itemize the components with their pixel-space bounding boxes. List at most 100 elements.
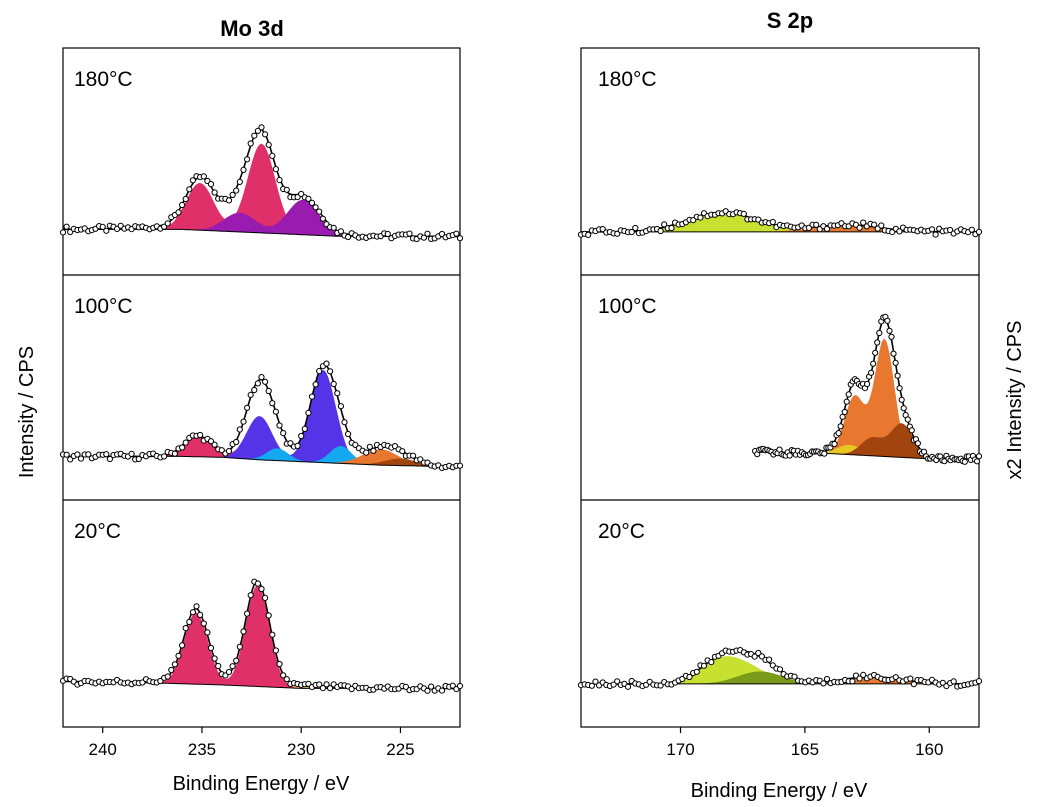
s2p-data-point bbox=[697, 214, 704, 221]
s2p-data-point bbox=[975, 453, 983, 460]
mo3d-data-point bbox=[262, 131, 269, 138]
mo3d-data-point bbox=[316, 681, 323, 688]
mo3d-data-point bbox=[265, 612, 272, 619]
mo3d-data-point bbox=[456, 462, 464, 469]
mo3d-data-point bbox=[424, 687, 431, 694]
mo3d-data-point bbox=[135, 455, 142, 463]
mo3d-data-point bbox=[312, 381, 319, 388]
s2p-panel-label: 180°C bbox=[598, 68, 657, 91]
mo3d-data-point bbox=[193, 603, 200, 610]
s2p-data-point bbox=[632, 224, 639, 232]
mo3d-x-tick-label: 225 bbox=[386, 740, 414, 759]
mo3d-data-point bbox=[240, 166, 247, 173]
s2p-data-point bbox=[973, 458, 981, 465]
s2p-component-2 bbox=[755, 423, 979, 459]
s2p-data-point bbox=[961, 458, 968, 465]
s2p-data-point bbox=[624, 683, 632, 690]
mo3d-data-point bbox=[370, 447, 377, 454]
mo3d-data-point bbox=[276, 422, 283, 429]
s2p-data-point bbox=[896, 228, 903, 235]
mo3d-data-point bbox=[254, 380, 261, 387]
mo3d-data-point bbox=[103, 451, 110, 458]
mo3d-data-point bbox=[247, 140, 254, 147]
mo3d-title: Mo 3d bbox=[220, 16, 284, 41]
s2p-data-point bbox=[776, 666, 784, 673]
mo3d-data-point bbox=[204, 629, 211, 636]
s2p-y-axis-label: x2 Intensity / CPS bbox=[1004, 321, 1026, 480]
s2p-data-point bbox=[841, 408, 848, 416]
mo3d-data-point bbox=[269, 152, 276, 159]
mo3d-data-point bbox=[175, 209, 182, 216]
s2p-data-point bbox=[876, 329, 883, 337]
s2p-data-point bbox=[758, 653, 766, 660]
mo3d-data-point bbox=[305, 409, 312, 416]
mo3d-data-point bbox=[161, 453, 168, 460]
s2p-data-point bbox=[849, 678, 856, 685]
mo3d-panel-2: 20°C bbox=[59, 520, 464, 694]
mo3d-data-point bbox=[283, 186, 290, 193]
mo3d-data-point bbox=[207, 438, 215, 445]
mo3d-data-point bbox=[103, 227, 110, 234]
mo3d-data-point bbox=[59, 229, 67, 236]
mo3d-data-point bbox=[424, 230, 431, 237]
s2p-x-axis-label: Binding Energy / eV bbox=[691, 780, 868, 802]
s2p-data-point bbox=[910, 681, 918, 688]
mo3d-data-point bbox=[254, 580, 261, 587]
mo3d-data-point bbox=[319, 685, 326, 692]
mo3d-data-point bbox=[384, 230, 391, 238]
mo3d-data-point bbox=[77, 455, 85, 462]
mo3d-data-point bbox=[276, 660, 283, 668]
s2p-data-point bbox=[693, 668, 700, 675]
s2p-data-point bbox=[813, 221, 820, 228]
mo3d-data-point bbox=[280, 430, 287, 437]
s2p-component-1 bbox=[581, 671, 979, 684]
s2p-data-point bbox=[791, 673, 798, 680]
mo3d-data-point bbox=[330, 224, 337, 231]
mo3d-data-point bbox=[363, 449, 370, 456]
mo3d-data-point bbox=[74, 451, 81, 458]
mo3d-data-point bbox=[287, 440, 294, 447]
mo3d-data-point bbox=[258, 585, 265, 593]
mo3d-data-point bbox=[244, 404, 251, 411]
s2p-data-point bbox=[892, 359, 899, 366]
s2p-data-point bbox=[894, 372, 901, 379]
mo3d-data-point bbox=[449, 682, 456, 689]
s2p-data-point bbox=[845, 391, 852, 398]
mo3d-data-point bbox=[272, 408, 279, 415]
mo3d-data-point bbox=[197, 431, 204, 439]
mo3d-data-point bbox=[106, 455, 114, 463]
s2p-data-point bbox=[588, 682, 596, 689]
s2p-data-point bbox=[856, 675, 863, 682]
mo3d-data-point bbox=[229, 663, 236, 670]
s2p-data-point bbox=[975, 228, 983, 235]
mo3d-data-point bbox=[179, 444, 186, 451]
mo3d-data-point bbox=[272, 647, 279, 654]
s2p-data-point bbox=[769, 218, 776, 226]
s2p-data-point bbox=[932, 231, 939, 238]
s2p-data-point bbox=[700, 662, 708, 669]
s2p-data-point bbox=[837, 423, 844, 430]
mo3d-data-point bbox=[323, 360, 330, 367]
mo3d-data-point bbox=[225, 197, 233, 204]
mo3d-data-point bbox=[308, 393, 316, 400]
mo3d-data-point bbox=[197, 611, 204, 619]
mo3d-panel-1: 100°C bbox=[59, 295, 464, 471]
s2p-data-point bbox=[874, 339, 881, 346]
mo3d-data-point bbox=[225, 448, 233, 455]
mo3d-data-point bbox=[236, 178, 243, 185]
mo3d-data-point bbox=[225, 668, 233, 676]
s2p-data-point bbox=[661, 221, 668, 228]
s2p-data-point bbox=[886, 327, 893, 334]
mo3d-data-point bbox=[171, 450, 178, 457]
s2p-data-point bbox=[968, 226, 975, 233]
mo3d-data-point bbox=[85, 451, 92, 458]
mo3d-data-point bbox=[179, 642, 186, 649]
mo3d-x-tick-label: 230 bbox=[287, 740, 315, 759]
mo3d-data-point bbox=[182, 195, 189, 203]
s2p-data-point bbox=[888, 333, 895, 340]
mo3d-x-tick-label: 240 bbox=[89, 740, 117, 759]
mo3d-data-point bbox=[67, 456, 74, 463]
mo3d-data-point bbox=[294, 442, 301, 449]
s2p-data-point bbox=[884, 317, 891, 324]
mo3d-data-point bbox=[276, 177, 283, 184]
